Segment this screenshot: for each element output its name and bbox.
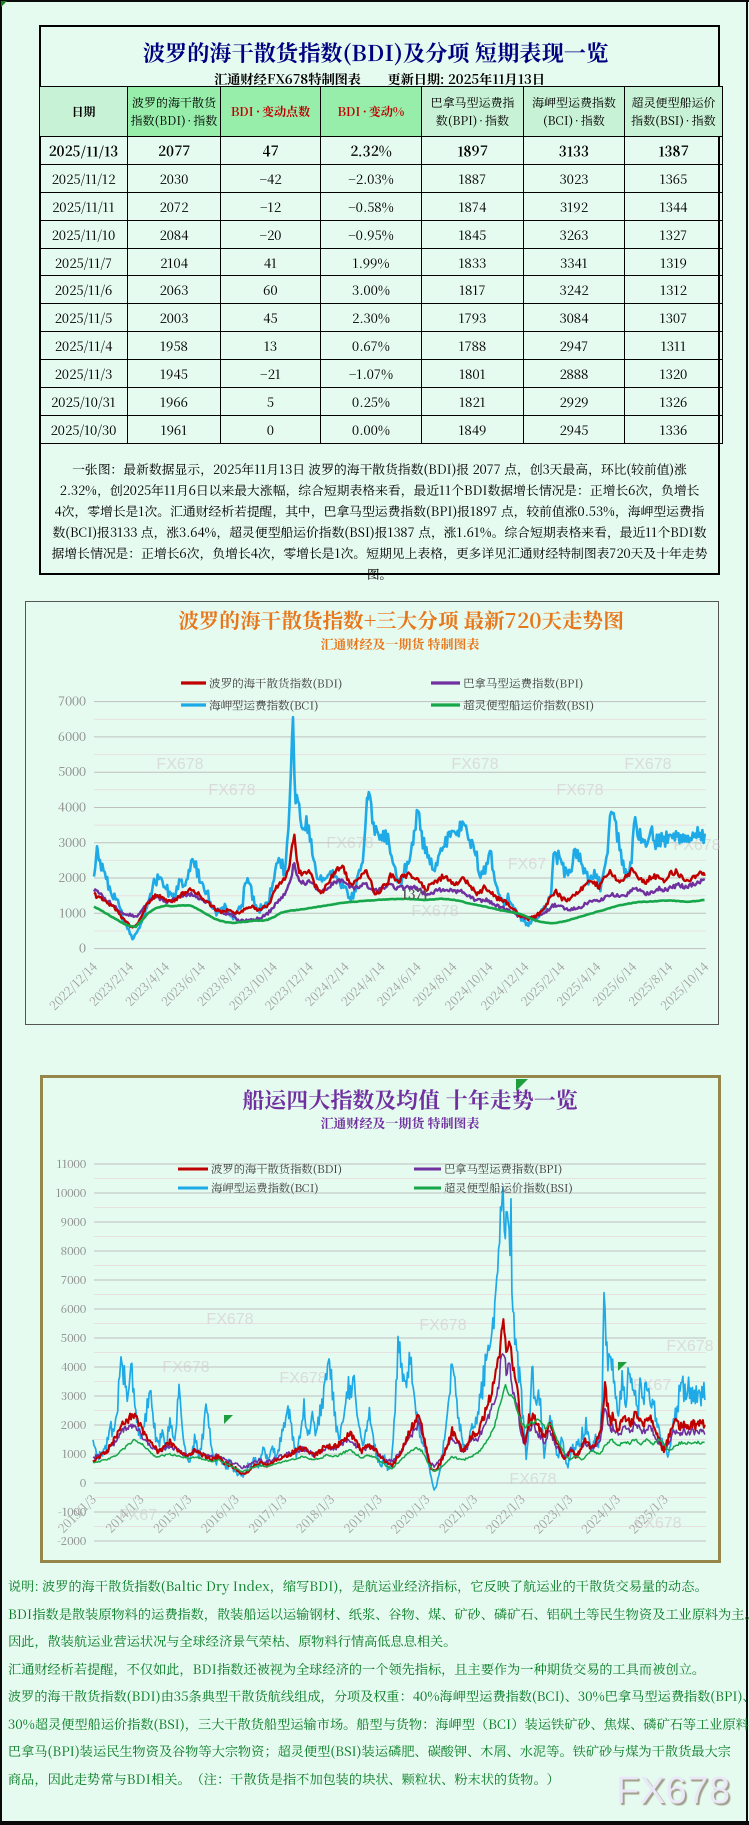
svg-text:1000: 1000 bbox=[62, 1446, 86, 1462]
svg-text:FX67: FX67 bbox=[633, 1377, 671, 1394]
svg-text:FX678: FX678 bbox=[156, 756, 203, 773]
svg-text:FX678: FX678 bbox=[419, 1317, 466, 1334]
svg-text:FX67: FX67 bbox=[508, 856, 546, 873]
svg-text:-1000: -1000 bbox=[58, 1504, 86, 1520]
svg-text:FX678: FX678 bbox=[451, 756, 498, 773]
svg-text:FX678: FX678 bbox=[326, 835, 373, 852]
svg-text:0: 0 bbox=[79, 939, 86, 957]
svg-text:FX678: FX678 bbox=[666, 1338, 713, 1355]
svg-text:3000: 3000 bbox=[61, 1388, 86, 1404]
svg-text:FX678: FX678 bbox=[208, 782, 255, 799]
svg-text:波罗的海干散货指数(BDI): 波罗的海干散货指数(BDI) bbox=[209, 676, 342, 692]
svg-text:FX67: FX67 bbox=[119, 1507, 157, 1524]
svg-text:0: 0 bbox=[80, 1475, 86, 1491]
svg-text:9000: 9000 bbox=[61, 1214, 86, 1230]
svg-text:3000: 3000 bbox=[58, 833, 86, 851]
svg-text:FX678: FX678 bbox=[411, 903, 458, 920]
svg-text:2000: 2000 bbox=[61, 1417, 86, 1433]
svg-text:海岬型运费指数(BCI): 海岬型运费指数(BCI) bbox=[211, 1180, 318, 1196]
svg-text:FX678: FX678 bbox=[556, 782, 603, 799]
svg-text:巴拿马型运费指数(BPI): 巴拿马型运费指数(BPI) bbox=[463, 676, 583, 692]
svg-text:汇通财经及一期货 特制图表: 汇通财经及一期货 特制图表 bbox=[320, 1113, 479, 1132]
svg-text:超灵便型船运价指数(BSI): 超灵便型船运价指数(BSI) bbox=[444, 1180, 572, 1196]
svg-text:船运四大指数及均值 十年走势一览: 船运四大指数及均值 十年走势一览 bbox=[242, 1084, 578, 1115]
svg-text:超灵便型船运价指数(BSI): 超灵便型船运价指数(BSI) bbox=[463, 698, 594, 714]
svg-text:巴拿马型运费指数(BPI): 巴拿马型运费指数(BPI) bbox=[444, 1161, 562, 1177]
svg-text:1371: 1371 bbox=[402, 885, 429, 903]
svg-text:FX678: FX678 bbox=[624, 756, 671, 773]
svg-text:6000: 6000 bbox=[61, 1301, 86, 1317]
svg-text:FX678: FX678 bbox=[206, 1311, 253, 1328]
svg-text:5000: 5000 bbox=[61, 1330, 86, 1346]
svg-text:海岬型运费指数(BCI): 海岬型运费指数(BCI) bbox=[209, 698, 318, 714]
svg-text:7000: 7000 bbox=[58, 692, 86, 710]
svg-text:-2000: -2000 bbox=[57, 1533, 86, 1549]
svg-text:FX678: FX678 bbox=[162, 1359, 209, 1376]
svg-text:5000: 5000 bbox=[58, 762, 86, 780]
svg-text:波罗的海干散货指数(BDI): 波罗的海干散货指数(BDI) bbox=[211, 1161, 342, 1177]
svg-text:汇通财经及一期货 特制图表: 汇通财经及一期货 特制图表 bbox=[320, 634, 479, 653]
svg-text:波罗的海干散货指数+三大分项 最新720天走势图: 波罗的海干散货指数+三大分项 最新720天走势图 bbox=[178, 604, 623, 634]
svg-text:10000: 10000 bbox=[56, 1185, 87, 1201]
svg-text:1000: 1000 bbox=[59, 903, 86, 921]
svg-text:6000: 6000 bbox=[58, 727, 86, 745]
svg-text:4000: 4000 bbox=[58, 798, 86, 816]
svg-text:4000: 4000 bbox=[61, 1359, 86, 1375]
svg-text:7000: 7000 bbox=[61, 1272, 86, 1288]
svg-text:2000: 2000 bbox=[58, 868, 86, 886]
svg-text:8000: 8000 bbox=[61, 1243, 86, 1259]
svg-text:FX678: FX678 bbox=[509, 1471, 556, 1488]
svg-text:11000: 11000 bbox=[56, 1156, 86, 1172]
svg-text:FX678: FX678 bbox=[279, 1370, 326, 1387]
svg-text:FX678: FX678 bbox=[634, 1515, 681, 1532]
